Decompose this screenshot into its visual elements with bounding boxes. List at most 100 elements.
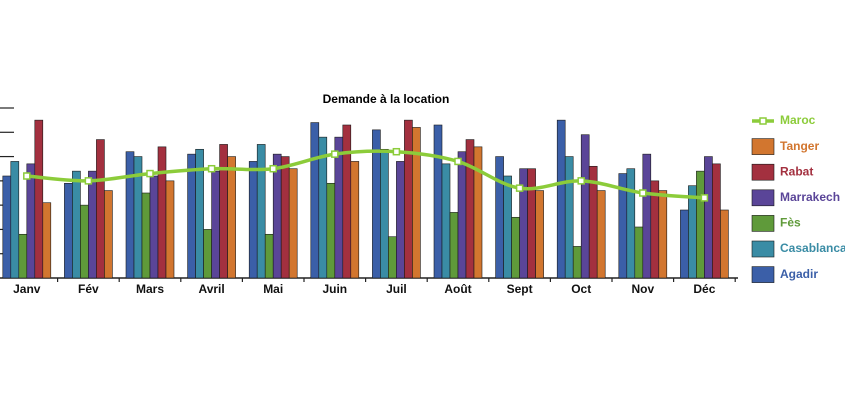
bar bbox=[350, 161, 360, 279]
x-tick-label: Sept bbox=[507, 282, 533, 296]
bar bbox=[96, 139, 105, 279]
bar bbox=[264, 233, 274, 279]
bar bbox=[104, 190, 113, 279]
bar bbox=[396, 161, 405, 279]
bar bbox=[272, 153, 282, 279]
bar bbox=[165, 180, 175, 279]
bar bbox=[280, 156, 290, 279]
bar bbox=[88, 170, 97, 279]
bar bbox=[310, 122, 320, 279]
bar bbox=[2, 175, 12, 279]
bar bbox=[449, 212, 459, 279]
legend-label: Agadir bbox=[780, 267, 818, 281]
bar bbox=[433, 124, 443, 279]
bar bbox=[248, 161, 258, 279]
legend-swatch bbox=[751, 266, 775, 283]
bar bbox=[380, 148, 389, 279]
bar bbox=[34, 119, 44, 279]
bar bbox=[125, 151, 135, 279]
x-tick-label: Mai bbox=[263, 282, 283, 296]
bar bbox=[326, 182, 336, 279]
bar bbox=[288, 168, 298, 279]
bar bbox=[556, 119, 566, 279]
bar bbox=[704, 156, 713, 279]
bar bbox=[227, 156, 236, 279]
bar bbox=[511, 216, 520, 279]
bar bbox=[580, 134, 590, 279]
legend-label: Fès bbox=[780, 216, 801, 230]
line-marker bbox=[515, 184, 524, 192]
x-tick-label: Mars bbox=[136, 282, 164, 296]
line-marker bbox=[146, 169, 154, 178]
line-marker bbox=[639, 189, 647, 197]
line-marker bbox=[454, 157, 462, 166]
x-tick-label: Juin bbox=[322, 282, 347, 296]
bar bbox=[688, 185, 697, 279]
x-tick-label: Juil bbox=[386, 282, 407, 296]
bar bbox=[404, 119, 413, 279]
legend-swatch bbox=[751, 189, 775, 207]
legend-swatch-marker bbox=[759, 117, 767, 125]
bar bbox=[141, 192, 151, 279]
bar bbox=[535, 190, 544, 279]
bar bbox=[26, 163, 36, 279]
bar bbox=[211, 170, 220, 279]
bar bbox=[10, 161, 20, 279]
bar bbox=[412, 127, 421, 279]
bar bbox=[596, 190, 606, 279]
bar bbox=[195, 148, 204, 279]
bar bbox=[572, 246, 582, 279]
bar bbox=[219, 144, 228, 279]
bar bbox=[388, 236, 397, 279]
bar bbox=[495, 156, 504, 279]
bar bbox=[457, 151, 467, 279]
bar bbox=[149, 175, 159, 279]
bar bbox=[203, 229, 212, 279]
legend-swatch bbox=[751, 215, 775, 232]
x-tick-label: Déc bbox=[693, 282, 715, 296]
line-marker bbox=[392, 147, 401, 156]
bar bbox=[157, 146, 167, 279]
chart-title: Demande à la location bbox=[323, 92, 450, 106]
bar bbox=[680, 209, 689, 279]
bar bbox=[503, 175, 512, 279]
bar bbox=[64, 182, 73, 279]
bar bbox=[80, 204, 89, 279]
line-marker bbox=[84, 177, 93, 185]
x-tick-label: Oct bbox=[571, 282, 591, 296]
bar bbox=[334, 136, 344, 279]
x-tick-label: Fév bbox=[78, 282, 99, 296]
x-tick-label: Nov bbox=[631, 282, 654, 296]
bar bbox=[72, 170, 81, 279]
bar bbox=[720, 209, 729, 279]
x-tick-label: Avril bbox=[198, 282, 224, 296]
bar bbox=[634, 226, 644, 279]
legend-swatch bbox=[751, 240, 775, 258]
bar bbox=[696, 170, 705, 279]
x-tick-label: Août bbox=[444, 282, 471, 296]
line-marker bbox=[269, 164, 277, 173]
legend-swatch bbox=[751, 138, 775, 155]
legend-label: Tanger bbox=[780, 139, 819, 153]
legend-swatch bbox=[751, 163, 775, 181]
bar bbox=[658, 190, 668, 279]
bar bbox=[564, 156, 574, 279]
bar bbox=[527, 168, 536, 279]
x-tick-label: Janv bbox=[13, 282, 41, 296]
bar bbox=[626, 168, 636, 279]
line-marker bbox=[23, 172, 31, 180]
legend-label: Rabat bbox=[780, 164, 813, 178]
bar bbox=[712, 163, 721, 279]
legend-label: Marrakech bbox=[780, 190, 840, 204]
bar bbox=[42, 202, 52, 279]
line-marker bbox=[207, 164, 216, 173]
bar bbox=[642, 153, 652, 279]
line-marker bbox=[700, 194, 709, 202]
bar bbox=[18, 233, 28, 279]
line-marker bbox=[577, 177, 585, 185]
bar bbox=[187, 153, 196, 279]
bar bbox=[465, 139, 475, 279]
bar bbox=[441, 163, 451, 279]
bar bbox=[473, 146, 483, 279]
